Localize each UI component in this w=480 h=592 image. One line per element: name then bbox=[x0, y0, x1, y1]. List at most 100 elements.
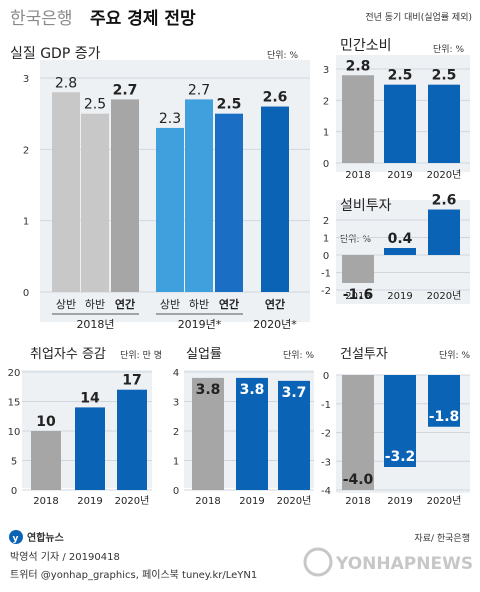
construction-title: 건설투자 bbox=[340, 347, 388, 362]
facility-value-label: 2.6 bbox=[432, 193, 457, 209]
facility-ytick-label: 1 bbox=[323, 234, 329, 245]
employment-ytick-label: 5 bbox=[11, 457, 17, 468]
gdp-group-label: 2018년 bbox=[76, 318, 114, 331]
facility-category-label: 2020년 bbox=[427, 290, 462, 302]
gdp-ytick-label: 3 bbox=[23, 74, 29, 85]
gdp-bar bbox=[52, 92, 80, 293]
employment-bar bbox=[31, 431, 61, 490]
gdp-category-label: 하반 bbox=[85, 297, 105, 311]
unemployment-bar bbox=[278, 380, 310, 490]
facility-ytick-label: 0 bbox=[323, 251, 329, 262]
gdp-bar bbox=[185, 99, 213, 293]
consumption-bar bbox=[342, 75, 374, 163]
facility-title: 설비투자 bbox=[340, 198, 392, 214]
header-title-light: 한국은행 bbox=[10, 9, 73, 29]
gdp-category-label: 상반 bbox=[160, 298, 180, 311]
employment-category-label: 2020년 bbox=[115, 495, 150, 507]
gdp-value-label: 2.6 bbox=[263, 90, 288, 106]
construction-ytick-label: -4 bbox=[321, 486, 331, 497]
construction-chart: 건설투자 단위: % -4 -3 -2 -1 0 -4.0 -3.2 -1.8 2018 2019… bbox=[321, 347, 470, 507]
employment-unit: 단위: 만 명 bbox=[120, 350, 162, 361]
facility-ytick-label: -1 bbox=[321, 269, 331, 280]
unemployment-ytick-label: 3 bbox=[173, 398, 179, 409]
facility-value-label: -1.6 bbox=[343, 287, 374, 303]
consumption-category-label: 2020년 bbox=[427, 169, 462, 181]
gdp-bar bbox=[261, 106, 289, 293]
consumption-value-label: 2.8 bbox=[346, 58, 371, 74]
gdp-bar bbox=[156, 127, 184, 292]
gdp-category-label: 연간 bbox=[219, 297, 239, 311]
unemployment-ytick-label: 1 bbox=[173, 457, 179, 468]
gdp-chart: 실질 GDP 증가 단위: % 0 1 2 3 2.8 2.5 2.7 2.3 2.7 2.5 2… bbox=[10, 46, 310, 331]
facility-category-label: 2018 bbox=[345, 291, 370, 302]
consumption-value-label: 2.5 bbox=[388, 68, 413, 84]
construction-bar bbox=[384, 375, 416, 467]
gdp-ytick-label: 2 bbox=[23, 145, 29, 156]
gdp-bar bbox=[111, 99, 139, 293]
unemployment-category-label: 2020년 bbox=[277, 495, 312, 507]
employment-value-label: 14 bbox=[80, 390, 100, 406]
employment-value-label: 10 bbox=[36, 414, 56, 430]
watermark-text: YONHAPNEWS bbox=[335, 554, 473, 574]
employment-ytick-label: 20 bbox=[8, 368, 21, 379]
gdp-value-label: 2.7 bbox=[188, 82, 210, 98]
gdp-category-label: 하반 bbox=[189, 297, 209, 311]
gdp-bar bbox=[215, 113, 243, 293]
yonhap-logo-glyph: y bbox=[13, 534, 19, 544]
unemployment-category-label: 2018 bbox=[195, 496, 220, 507]
credit-text: 박영석 기자 / 20190418 bbox=[10, 551, 120, 563]
unemployment-title: 실업률 bbox=[186, 347, 222, 362]
footer: y 연합뉴스 자료/ 한국은행 박영석 기자 / 20190418 트위터 @y… bbox=[9, 530, 473, 581]
gdp-value-label: 2.8 bbox=[55, 75, 77, 91]
consumption-title: 민간소비 bbox=[340, 38, 392, 54]
facility-chart: 설비투자 단위: % -2 -1 0 1 2 -1.6 0.4 2.6 2018 2019 2020… bbox=[321, 193, 470, 303]
employment-ytick-label: 10 bbox=[8, 427, 21, 438]
consumption-value-label: 2.5 bbox=[432, 68, 457, 84]
facility-unit: 단위: % bbox=[340, 234, 371, 245]
unemployment-bar bbox=[192, 377, 224, 490]
construction-value-label: -1.8 bbox=[429, 409, 460, 425]
watermark-icon bbox=[303, 547, 333, 577]
employment-bar bbox=[75, 407, 105, 490]
unemployment-value-label: 3.8 bbox=[240, 382, 265, 398]
construction-value-label: -3.2 bbox=[385, 449, 416, 465]
consumption-ytick-label: 3 bbox=[323, 65, 329, 76]
employment-title: 취업자수 증감 bbox=[30, 347, 106, 362]
employment-ytick-label: 0 bbox=[11, 486, 17, 497]
construction-ytick-label: 0 bbox=[323, 371, 329, 382]
facility-ytick-label: 2 bbox=[323, 216, 329, 227]
unemployment-chart: 실업률 단위: % 0 1 2 3 4 3.8 3.8 3.7 2018 2019 2020년 bbox=[173, 347, 315, 507]
unemployment-ytick-label: 2 bbox=[173, 427, 179, 438]
construction-unit: 단위: % bbox=[439, 350, 470, 361]
consumption-category-label: 2019 bbox=[387, 170, 412, 181]
logo-text: 연합뉴스 bbox=[27, 531, 64, 544]
source-text: 자료/ 한국은행 bbox=[414, 532, 470, 544]
gdp-unit: 단위: % bbox=[267, 50, 298, 61]
unemployment-category-label: 2019 bbox=[239, 496, 264, 507]
construction-bar bbox=[342, 375, 374, 490]
gdp-category-label: 연간 bbox=[115, 297, 135, 311]
yonhap-watermark: YONHAPNEWS bbox=[303, 547, 473, 577]
consumption-ytick-label: 1 bbox=[323, 128, 329, 139]
employment-value-label: 17 bbox=[122, 373, 141, 389]
employment-chart: 취업자수 증감 단위: 만 명 0 5 10 15 20 10 14 17 2018 2019 20… bbox=[8, 347, 162, 507]
unemployment-ytick-label: 0 bbox=[173, 486, 179, 497]
employment-category-label: 2019 bbox=[77, 496, 102, 507]
construction-category-label: 2019 bbox=[387, 496, 412, 507]
gdp-category-label: 상반 bbox=[56, 298, 76, 311]
gdp-category-label: 연간 bbox=[265, 297, 285, 311]
gdp-ytick-label: 0 bbox=[23, 288, 29, 299]
consumption-category-label: 2018 bbox=[345, 170, 370, 181]
gdp-ytick-label: 1 bbox=[23, 217, 29, 228]
facility-bar bbox=[342, 255, 374, 283]
consumption-bar bbox=[384, 84, 416, 163]
header-note: 전년 동기 대비(실업률 제외) bbox=[365, 11, 472, 23]
construction-ytick-label: -3 bbox=[321, 457, 331, 468]
employment-category-label: 2018 bbox=[33, 496, 58, 507]
employment-bar bbox=[117, 389, 147, 490]
unemployment-unit: 단위: % bbox=[283, 350, 314, 361]
gdp-title: 실질 GDP 증가 bbox=[10, 46, 101, 62]
consumption-ytick-label: 2 bbox=[323, 96, 329, 107]
facility-ytick-label: -2 bbox=[321, 286, 331, 297]
consumption-bar bbox=[428, 84, 460, 163]
